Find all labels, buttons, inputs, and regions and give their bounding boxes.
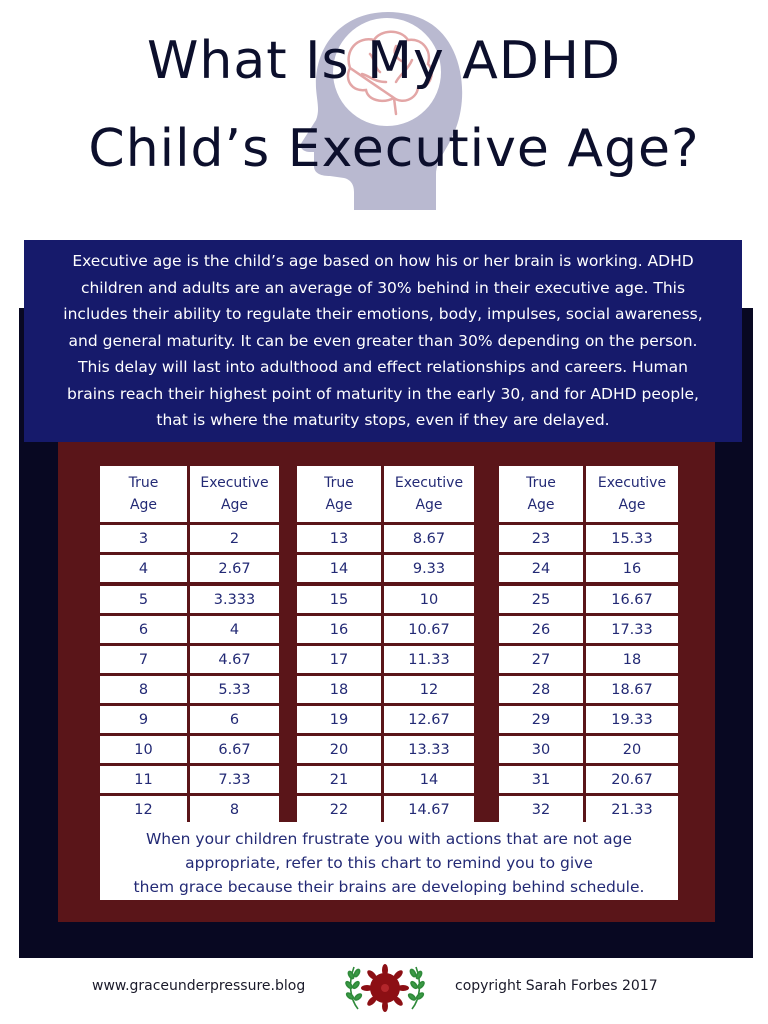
true-age-cell: 19 — [297, 706, 381, 733]
note-line: When your children frustrate you with ac… — [145, 830, 633, 848]
executive-age-cell: 8 — [190, 796, 279, 823]
header-label: True — [128, 475, 159, 491]
header-label: Executive — [394, 475, 464, 491]
intro-line: includes their ability to regulate their… — [63, 305, 703, 323]
header-label: True — [324, 475, 354, 491]
header-executive-age: Executive Age — [190, 466, 279, 522]
executive-age-cell: 3.333 — [190, 586, 279, 613]
header-executive-age: Executive Age — [384, 466, 474, 522]
executive-age-cell: 14.67 — [384, 796, 474, 823]
true-age-cell: 31 — [499, 766, 583, 793]
note-line: them grace because their brains are deve… — [133, 878, 645, 896]
executive-age-cell: 20 — [586, 736, 678, 763]
header-label: Age — [527, 497, 555, 513]
page-title-line-2: Child’s Executive Age? — [88, 119, 700, 179]
executive-age-cell: 9.33 — [384, 555, 474, 582]
website-link[interactable]: www.graceunderpressure.blog — [92, 978, 306, 994]
executive-age-cell: 8.67 — [384, 525, 474, 552]
header-label: Age — [220, 497, 249, 513]
executive-age-cell: 6.67 — [190, 736, 279, 763]
executive-age-cell: 12.67 — [384, 706, 474, 733]
header-label: True — [526, 475, 556, 491]
true-age-cell: 20 — [297, 736, 381, 763]
executive-age-cell: 7.33 — [190, 766, 279, 793]
executive-age-cell: 16 — [586, 555, 678, 582]
intro-line: children and adults are an average of 30… — [80, 278, 686, 297]
true-age-cell: 27 — [499, 646, 583, 673]
note-box: When your children frustrate you with ac… — [100, 822, 678, 900]
executive-age-cell: 2.67 — [190, 555, 279, 582]
header-executive-age: Executive Age — [586, 466, 678, 522]
executive-age-cell: 12 — [384, 676, 474, 703]
executive-age-cell: 21.33 — [586, 796, 678, 823]
executive-age-cell: 5.33 — [190, 676, 279, 703]
intro-text-box: Executive age is the child’s age based o… — [24, 240, 742, 442]
true-age-cell: 25 — [499, 586, 583, 613]
true-age-cell: 28 — [499, 676, 583, 703]
header-true-age: True Age — [100, 466, 187, 522]
executive-age-cell: 19.33 — [586, 706, 678, 733]
header-label: Executive — [200, 475, 269, 491]
head-with-brain-icon — [300, 12, 463, 210]
true-age-cell: 29 — [499, 706, 583, 733]
executive-age-cell: 13.33 — [384, 736, 474, 763]
true-age-cell: 15 — [297, 586, 381, 613]
true-age-cell: 7 — [100, 646, 187, 673]
executive-age-cell: 4 — [190, 616, 279, 643]
true-age-cell: 18 — [297, 676, 381, 703]
executive-age-cell: 10 — [384, 586, 474, 613]
intro-line: This delay will last into adulthood and … — [78, 358, 688, 376]
executive-age-cell: 18 — [586, 646, 678, 673]
executive-age-cell: 15.33 — [586, 525, 678, 552]
executive-age-cell: 11.33 — [384, 646, 474, 673]
true-age-cell: 22 — [297, 796, 381, 823]
header-label: Age — [415, 497, 443, 513]
header-label: Age — [129, 497, 158, 513]
true-age-cell: 16 — [297, 616, 381, 643]
page-title-line-1: What Is My ADHD — [146, 31, 622, 91]
true-age-cell: 4 — [100, 555, 187, 582]
true-age-cell: 26 — [499, 616, 583, 643]
note-line: appropriate, refer to this chart to remi… — [185, 854, 593, 872]
executive-age-cell: 16.67 — [586, 586, 678, 613]
true-age-cell: 14 — [297, 555, 381, 582]
header-label: Age — [618, 497, 646, 513]
true-age-cell: 8 — [100, 676, 187, 703]
true-age-cell: 10 — [100, 736, 187, 763]
true-age-cell: 30 — [499, 736, 583, 763]
true-age-cell: 9 — [100, 706, 187, 733]
intro-line: brains reach their highest point of matu… — [67, 384, 699, 403]
true-age-cell: 21 — [297, 766, 381, 793]
header-label: Age — [325, 497, 353, 513]
flower-laurel-icon — [345, 964, 425, 1012]
true-age-cell: 12 — [100, 796, 187, 823]
copyright-text: copyright Sarah Forbes 2017 — [455, 978, 658, 994]
executive-age-cell: 4.67 — [190, 646, 279, 673]
true-age-cell: 3 — [100, 525, 187, 552]
executive-age-cell: 2 — [190, 525, 279, 552]
true-age-cell: 24 — [499, 555, 583, 582]
true-age-cell: 6 — [100, 616, 187, 643]
true-age-cell: 5 — [100, 586, 187, 613]
true-age-cell: 32 — [499, 796, 583, 823]
executive-age-cell: 17.33 — [586, 616, 678, 643]
executive-age-cell: 14 — [384, 766, 474, 793]
intro-line: and general maturity. It can be even gre… — [68, 331, 698, 350]
executive-age-cell: 18.67 — [586, 676, 678, 703]
header-true-age: True Age — [499, 466, 583, 522]
intro-line: that is where the maturity stops, even i… — [156, 411, 610, 429]
intro-line: Executive age is the child’s age based o… — [72, 252, 694, 270]
true-age-cell: 11 — [100, 766, 187, 793]
executive-age-cell: 10.67 — [384, 616, 474, 643]
executive-age-cell: 6 — [190, 706, 279, 733]
executive-age-cell: 20.67 — [586, 766, 678, 793]
true-age-cell: 23 — [499, 525, 583, 552]
header-label: Executive — [597, 475, 667, 491]
true-age-cell: 17 — [297, 646, 381, 673]
true-age-cell: 13 — [297, 525, 381, 552]
header-true-age: True Age — [297, 466, 381, 522]
